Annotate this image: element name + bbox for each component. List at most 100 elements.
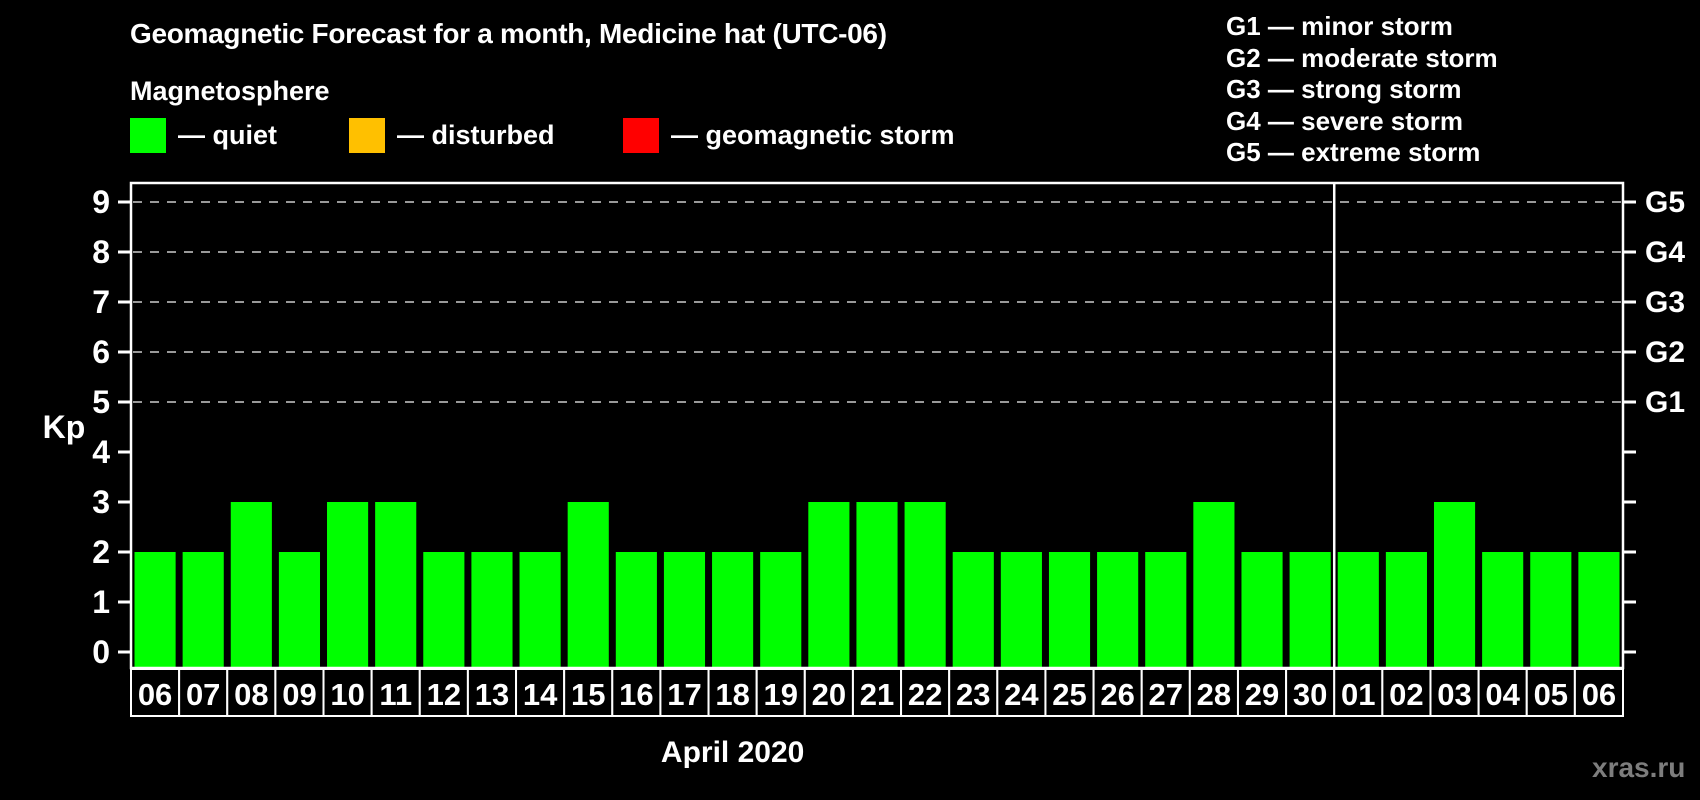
kp-bar-day-03 xyxy=(1433,502,1476,668)
day-label-cell xyxy=(1140,668,1191,717)
day-label: 03 xyxy=(1437,677,1471,712)
kp-bar-day-20 xyxy=(808,502,850,668)
kp-bar-day-26 xyxy=(1097,552,1139,668)
day-label: 12 xyxy=(427,677,461,712)
month-label: April 2020 xyxy=(660,736,805,769)
y-tick-label-3: 3 xyxy=(92,484,110,520)
kp-bar-day-22 xyxy=(904,502,946,668)
day-label: 30 xyxy=(1293,677,1327,712)
g-axis-label-g1: G1 xyxy=(1645,386,1685,419)
kp-bar-day-23 xyxy=(952,552,994,668)
g-legend-line-g2: G2 — moderate storm xyxy=(1226,42,1498,73)
day-label-cell xyxy=(1188,668,1239,717)
day-label-cell xyxy=(226,668,277,717)
legend-item-label: — disturbed xyxy=(397,120,555,150)
kp-bar-day-24 xyxy=(1000,552,1042,668)
g-axis-label-g2: G2 xyxy=(1645,336,1685,369)
day-label-cell xyxy=(370,668,421,717)
day-label: 26 xyxy=(1100,677,1134,712)
kp-bar-day-25 xyxy=(1048,552,1091,668)
y-tick-label-6: 6 xyxy=(92,334,110,370)
kp-bar-day-17 xyxy=(663,552,706,668)
kp-bar-day-14 xyxy=(519,552,561,668)
kp-bar-day-04 xyxy=(1482,552,1524,668)
legend-item-disturbed: — disturbed xyxy=(349,118,555,153)
y-tick-label-7: 7 xyxy=(92,284,110,320)
day-label: 10 xyxy=(330,677,364,712)
day-label-cell xyxy=(900,668,951,717)
y-tick-label-2: 2 xyxy=(92,534,110,570)
day-label: 01 xyxy=(1341,677,1375,712)
kp-bar-day-18 xyxy=(712,552,754,668)
kp-bar-day-06 xyxy=(134,552,176,668)
kp-bar-day-01 xyxy=(1337,552,1379,668)
kp-bar-day-27 xyxy=(1145,552,1187,668)
legend-swatch-icon xyxy=(349,118,385,153)
legend-item-label: — quiet xyxy=(178,120,277,150)
kp-bar-day-11 xyxy=(375,502,417,668)
day-label: 24 xyxy=(1004,677,1039,712)
kp-bar-day-29 xyxy=(1241,552,1283,668)
kp-bar-day-02 xyxy=(1385,552,1427,668)
day-label: 04 xyxy=(1485,677,1520,712)
kp-bar-day-30 xyxy=(1289,552,1331,668)
g-legend-line-g1: G1 — minor storm xyxy=(1226,11,1453,41)
legend-item-quiet: — quiet xyxy=(130,118,277,153)
day-label: 21 xyxy=(860,677,894,712)
kp-bar-day-19 xyxy=(760,552,802,668)
y-tick-label-9: 9 xyxy=(92,184,110,220)
kp-bar-day-16 xyxy=(615,552,657,668)
kp-bar-day-05 xyxy=(1530,552,1572,668)
kp-bar-day-12 xyxy=(423,552,465,668)
day-label: 19 xyxy=(763,677,797,712)
legend-swatch-icon xyxy=(130,118,166,153)
day-label-cell xyxy=(563,668,614,717)
day-label: 23 xyxy=(956,677,990,712)
y-tick-label-5: 5 xyxy=(92,384,110,420)
kp-bar-day-13 xyxy=(471,552,513,668)
day-label: 11 xyxy=(379,677,412,712)
day-label: 05 xyxy=(1534,677,1568,712)
day-label: 22 xyxy=(908,677,942,712)
g-legend-line-g5: G5 — extreme storm xyxy=(1226,137,1481,167)
day-label: 08 xyxy=(234,677,268,712)
y-tick-label-0: 0 xyxy=(92,634,110,670)
day-label: 06 xyxy=(1582,677,1616,712)
day-label: 27 xyxy=(1149,677,1183,712)
kp-bar-day-08 xyxy=(230,502,272,668)
kp-bar-day-09 xyxy=(278,552,321,668)
day-label: 07 xyxy=(186,677,220,712)
legend-item-geomagnetic-storm: — geomagnetic storm xyxy=(623,118,955,153)
day-label: 09 xyxy=(282,677,316,712)
day-label-cell xyxy=(178,668,229,717)
day-label: 29 xyxy=(1245,677,1279,712)
g-axis-label-g4: G4 xyxy=(1645,236,1685,269)
page-title: Geomagnetic Forecast for a month, Medici… xyxy=(130,18,887,49)
kp-bar-day-28 xyxy=(1193,502,1235,668)
day-label-cell xyxy=(1477,668,1528,717)
day-label: 20 xyxy=(812,677,846,712)
g-scale-legend: G1 — minor storm G2 — moderate storm G3 — … xyxy=(1226,11,1498,169)
y-tick-label-8: 8 xyxy=(92,234,110,270)
day-label-cell xyxy=(803,668,854,717)
kp-bar-day-21 xyxy=(856,502,898,668)
kp-axis-label: Kp xyxy=(43,409,86,445)
day-label-cell xyxy=(1285,668,1336,717)
g-legend-line-g4: G4 — severe storm xyxy=(1226,105,1464,136)
day-label-cell xyxy=(322,668,373,717)
kp-bar-day-10 xyxy=(327,502,369,668)
magnetosphere-legend: — quiet — disturbed — geomagnetic storm xyxy=(0,118,1700,158)
day-label-cell xyxy=(466,668,518,717)
watermark: xras.ru xyxy=(1592,752,1686,783)
day-label: 28 xyxy=(1197,677,1231,712)
kp-bar-day-07 xyxy=(182,552,224,668)
day-label: 06 xyxy=(138,677,172,712)
day-label: 17 xyxy=(667,677,701,712)
day-label: 16 xyxy=(619,677,653,712)
day-label: 15 xyxy=(571,677,605,712)
day-label: 14 xyxy=(523,677,558,712)
day-label-cell xyxy=(1573,668,1625,717)
legend-item-label: — geomagnetic storm xyxy=(671,120,955,150)
